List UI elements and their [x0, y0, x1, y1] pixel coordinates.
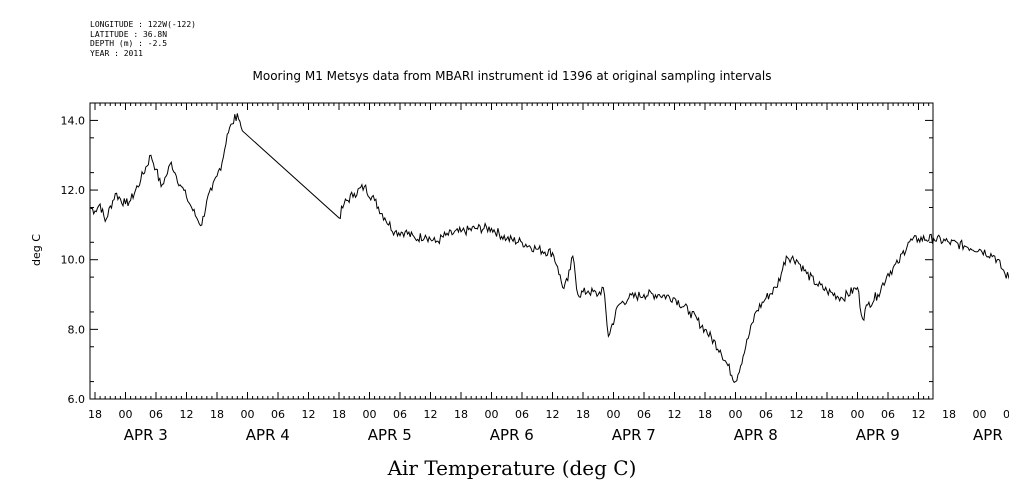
- latitude-label: LATITUDE : 36.8N: [90, 29, 168, 39]
- x-tick-label: 12: [912, 408, 926, 421]
- x-tick-label: 12: [546, 408, 560, 421]
- x-day-label: APR 7: [612, 426, 656, 444]
- x-axis: 18 00 06 12 18 00 06 12 18 00 06 12 18 00 06 12 18 00 06 12…: [88, 103, 1009, 444]
- year-label: YEAR : 2011: [90, 48, 143, 58]
- x-tick-label: 00: [851, 408, 865, 421]
- y-axis-label: deg C: [30, 234, 43, 266]
- y-tick-label: 14.0: [61, 114, 86, 127]
- x-day-label: APR 9: [856, 426, 900, 444]
- y-tick-label: 8.0: [68, 323, 86, 336]
- x-tick-label: 00: [973, 408, 987, 421]
- x-day-label: APR 10: [973, 426, 1009, 444]
- x-tick-label: 18: [88, 408, 102, 421]
- x-tick-label: 18: [210, 408, 224, 421]
- x-tick-label: 12: [790, 408, 804, 421]
- x-tick-label: 12: [424, 408, 438, 421]
- x-day-label: APR 6: [490, 426, 534, 444]
- x-tick-label: 18: [576, 408, 590, 421]
- x-tick-label: 12: [668, 408, 682, 421]
- x-tick-label: 00: [363, 408, 377, 421]
- x-tick-label: 18: [820, 408, 834, 421]
- x-tick-label: 06: [149, 408, 163, 421]
- x-tick-label: 00: [241, 408, 255, 421]
- x-tick-label: 06: [759, 408, 773, 421]
- depth-label: DEPTH (m) : -2.5: [90, 39, 168, 48]
- x-tick-label: 06: [881, 408, 895, 421]
- x-tick-label: 18: [332, 408, 346, 421]
- plot-frame: [89, 102, 934, 400]
- x-axis-label: Air Temperature (deg C): [387, 456, 637, 480]
- x-day-label: APR 4: [246, 426, 290, 444]
- longitude-label: LONGITUDE : 122W(-122): [90, 20, 196, 29]
- metadata-block: LONGITUDE : 122W(-122) LATITUDE : 36.8N …: [90, 20, 196, 58]
- x-tick-label: 18: [698, 408, 712, 421]
- x-tick-label: 18: [942, 408, 956, 421]
- x-tick-label: 00: [607, 408, 621, 421]
- y-axis: 6.0 8.0 10.0 12.0 14.0: [61, 114, 933, 406]
- x-tick-label: 00: [119, 408, 133, 421]
- x-tick-label: 00: [729, 408, 743, 421]
- y-tick-label: 10.0: [61, 254, 86, 267]
- y-tick-label: 6.0: [68, 393, 86, 406]
- x-tick-label: 00: [485, 408, 499, 421]
- series-line: [89, 113, 1009, 384]
- y-tick-label: 12.0: [61, 184, 86, 197]
- x-tick-label: 06: [1003, 408, 1009, 421]
- x-tick-label: 06: [515, 408, 529, 421]
- x-tick-label: 12: [302, 408, 316, 421]
- x-tick-label: 06: [393, 408, 407, 421]
- x-day-label: APR 5: [368, 426, 412, 444]
- x-tick-label: 06: [271, 408, 285, 421]
- x-tick-label: 18: [454, 408, 468, 421]
- x-day-label: APR 8: [734, 426, 778, 444]
- chart-title: Mooring M1 Metsys data from MBARI instru…: [253, 69, 772, 83]
- x-day-label: APR 3: [124, 426, 168, 444]
- x-tick-label: 06: [637, 408, 651, 421]
- x-tick-label: 12: [180, 408, 194, 421]
